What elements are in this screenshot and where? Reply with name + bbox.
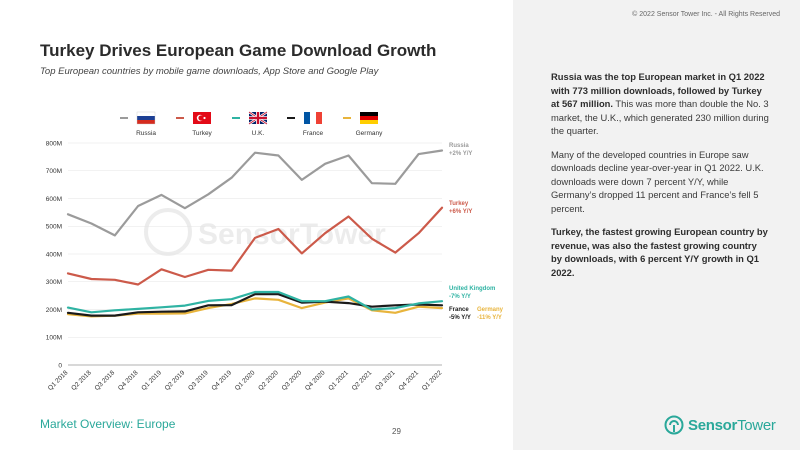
annotation-russia: Russia [449,143,469,149]
x-tick-label: Q2 2021 [351,369,374,392]
x-tick-label: Q2 2020 [257,369,280,392]
annotation-germany: Germany [477,307,504,313]
series-line-uk [66,290,444,314]
y-tick-label: 600M [46,196,62,203]
legend-label-france: France [303,130,324,137]
page-subtitle: Top European countries by mobile game do… [40,66,379,77]
flag-stripe [360,112,378,116]
page-title: Turkey Drives European Game Download Gro… [40,41,437,60]
flag-stripe [310,112,316,124]
x-tick-label: Q4 2019 [210,369,233,392]
section-label: Market Overview: Europe [40,417,176,431]
y-tick-label: 0 [58,362,62,369]
x-tick-label: Q1 2021 [327,369,350,392]
annotation-turkey: +6% Y/Y [449,209,472,215]
logo-text-tower: Tower [737,416,776,434]
x-tick-label: Q3 2020 [281,369,304,392]
legend-label-russia: Russia [136,130,156,137]
flag-stripe [137,120,155,124]
sensor-tower-logo-text: SensorTower [688,417,776,434]
x-tick-label: Q1 2022 [421,369,444,392]
y-tick-label: 300M [46,279,62,286]
copyright-notice: © 2022 Sensor Tower Inc. - All Rights Re… [632,11,780,18]
y-tick-label: 500M [46,224,62,231]
annotation-france: France [449,307,469,313]
y-tick-label: 400M [46,251,62,258]
flag-crescent-inner [198,115,204,121]
y-tick-label: 100M [46,335,62,342]
flag-stripe [360,120,378,124]
watermark-icon [144,208,192,256]
legend-label-turkey: Turkey [192,130,212,137]
x-tick-label: Q3 2018 [94,369,117,392]
logo-text-sensor: Sensor [688,416,738,434]
insight-panel [513,0,800,450]
legend-label-uk: U.K. [252,130,265,137]
y-tick-label: 200M [46,307,62,314]
turkey-flag-icon [193,112,211,124]
annotation-france: -5% Y/Y [449,315,471,321]
annotation-russia: +2% Y/Y [449,151,472,157]
x-tick-label: Q4 2020 [304,369,327,392]
germany-flag-icon [360,112,378,124]
x-tick-label: Q1 2018 [47,369,70,392]
insight-text: Russia was the top European market in Q1… [551,70,769,289]
x-tick-label: Q4 2018 [117,369,140,392]
insight-paragraph-1-bold: Russia was the top European market in Q1… [551,71,765,109]
annotation-turkey: Turkey [449,201,469,207]
x-tick-label: Q2 2018 [70,369,93,392]
insight-paragraph-1: Russia was the top European market in Q1… [551,70,769,138]
insight-paragraph-1-rest: This was more than double the No. 3 mark… [551,98,769,136]
x-tick-label: Q4 2021 [397,369,420,392]
flag-part [249,116,267,120]
x-tick-label: Q3 2019 [187,369,210,392]
flag-border [136,111,156,125]
series-line-russia [66,149,444,237]
insight-paragraph-2: Many of the developed countries in Europ… [551,148,764,214]
series-line-france [66,293,444,317]
x-tick-label: Q1 2020 [234,369,257,392]
series-line-turkey [66,206,444,286]
flag-stripe [316,112,322,124]
russia-flag-icon [136,111,156,125]
flag-stripe [137,112,155,116]
flag-stripe [304,112,310,124]
x-tick-label: Q2 2019 [164,369,187,392]
sensor-tower-logo: SensorTower [664,415,776,435]
y-tick-label: 700M [46,168,62,175]
sensor-tower-logo-icon [664,415,684,435]
flag-stripe [360,116,378,120]
page-number: 29 [392,427,401,436]
annotation-uk: -7% Y/Y [449,294,471,300]
y-tick-label: 800M [46,140,62,147]
uk-flag-icon [248,111,268,125]
x-tick-label: Q1 2019 [140,369,163,392]
legend-label-germany: Germany [356,130,383,137]
watermark-text: SensorTower [198,218,386,251]
annotation-germany: -11% Y/Y [477,315,502,321]
insight-paragraph-3: Turkey, the fastest growing European cou… [551,225,769,279]
flag-stripe [137,116,155,120]
annotation-uk: United Kingdom [449,286,495,292]
downloads-line-chart: SensorTower 0 100M 200M 300M 400M 500M 600M 700M… [46,111,504,392]
flag-star [203,116,206,120]
x-tick-label: Q3 2021 [374,369,397,392]
insight-paragraph-3-bold: Turkey, the fastest growing European cou… [551,226,768,278]
france-flag-icon [304,112,322,124]
